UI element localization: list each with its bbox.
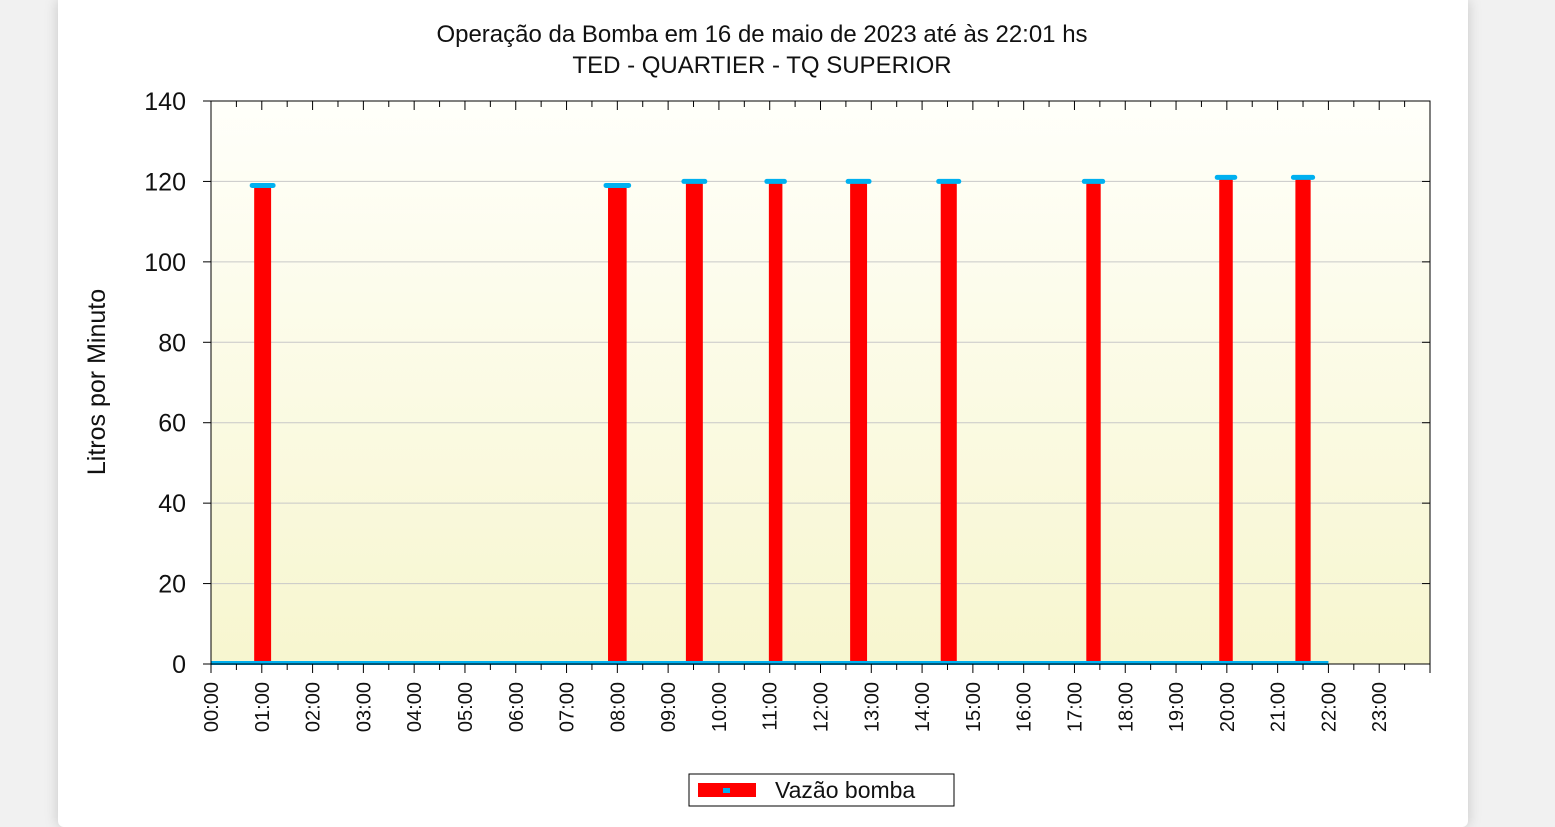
bar-interval-3	[685, 181, 703, 664]
x-tick-label-0600: 06:00	[506, 682, 528, 732]
bar-interval-7	[1086, 181, 1101, 664]
x-tick-label-0400: 04:00	[404, 682, 426, 732]
x-tick-label-1900: 19:00	[1166, 682, 1188, 732]
x-tick-label-0500: 05:00	[455, 682, 477, 732]
bar-interval-8	[1219, 177, 1233, 664]
x-tick-label-1400: 14:00	[912, 682, 934, 732]
y-tick-label-40: 40	[158, 490, 186, 518]
x-tick-label-0300: 03:00	[353, 682, 375, 732]
x-tick-label-1800: 18:00	[1115, 682, 1137, 732]
x-tick-label-1600: 16:00	[1014, 682, 1036, 732]
bar-interval-6	[940, 181, 957, 664]
x-tick-label-1100: 11:00	[760, 682, 782, 731]
y-tick-label-60: 60	[158, 410, 186, 438]
y-tick-label-120: 120	[144, 168, 186, 196]
x-tick-label-1700: 17:00	[1064, 682, 1086, 732]
y-axis-label: Litros por Minuto	[83, 289, 111, 475]
bar-interval-1	[254, 185, 272, 664]
legend-label: Vazão bomba	[775, 777, 915, 803]
y-tick-labels: 0 20 40 60 80 100 120 140	[144, 88, 186, 679]
x-tick-label-1000: 10:00	[709, 682, 731, 732]
x-tick-label-0700: 07:00	[557, 682, 579, 732]
chart-title: Operação da Bomba em 16 de maio de 2023 …	[436, 21, 1087, 48]
x-tick-label-0000: 00:00	[201, 682, 223, 732]
legend: Vazão bomba	[688, 773, 955, 807]
y-tick-label-20: 20	[158, 571, 186, 599]
x-tick-label-0200: 02:00	[303, 682, 325, 732]
legend-marker	[723, 788, 730, 793]
y-tick-label-80: 80	[158, 329, 186, 357]
x-tick-label-2300: 23:00	[1369, 682, 1391, 732]
x-tick-label-1500: 15:00	[963, 682, 985, 732]
bar-interval-9	[1295, 177, 1311, 664]
y-tick-label-100: 100	[144, 249, 186, 277]
x-tick-label-2200: 22:00	[1318, 682, 1340, 732]
x-tick-label-0100: 01:00	[252, 682, 274, 732]
y-tick-label-140: 140	[144, 88, 186, 116]
y-tick-label-0: 0	[172, 651, 186, 679]
axes	[203, 100, 1431, 673]
x-tick-label-2100: 21:00	[1268, 682, 1290, 732]
x-tick-labels: 00:00 01:00 02:00 03:00 04:00 05:00 06:00 07:00…	[201, 682, 1391, 732]
bar-interval-2	[608, 185, 627, 664]
bar-interval-4	[768, 181, 783, 664]
x-tick-label-1200: 12:00	[811, 682, 833, 732]
x-tick-label-1300: 13:00	[861, 682, 883, 732]
bar-interval-5	[850, 181, 868, 664]
x-tick-label-2000: 20:00	[1217, 682, 1239, 732]
series-vazao-bomba	[211, 174, 1329, 665]
x-tick-label-0900: 09:00	[658, 682, 680, 732]
plot-area	[211, 101, 1430, 664]
x-tick-label-0800: 08:00	[607, 682, 629, 732]
chart-subtitle: TED - QUARTIER - TQ SUPERIOR	[572, 52, 951, 79]
